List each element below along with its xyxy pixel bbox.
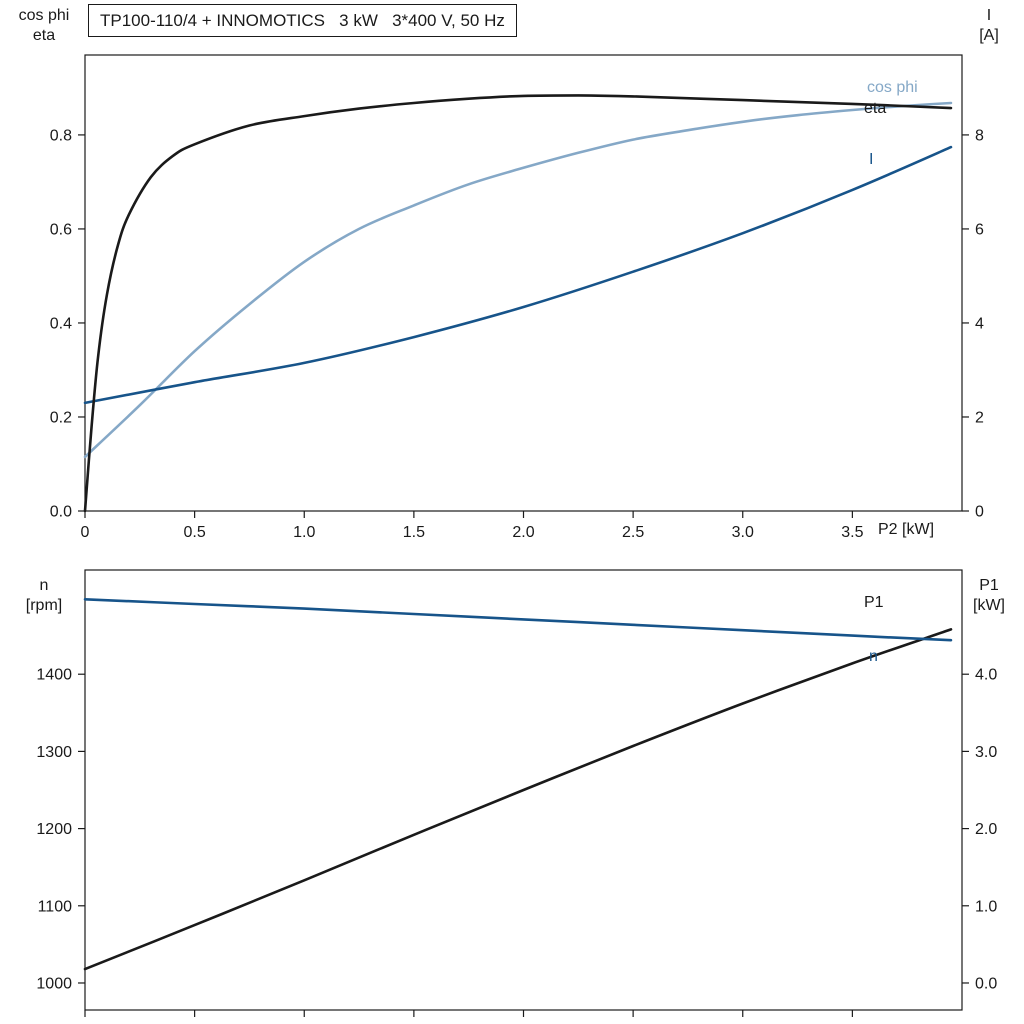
curve-eta — [83, 94, 953, 513]
curve-p1 — [83, 628, 953, 971]
axis-tick-label: 2.0 — [975, 821, 997, 838]
axis-tick-label: 0.2 — [50, 409, 72, 426]
curve-i — [83, 145, 953, 405]
axis-tick-label: 3.5 — [841, 524, 863, 541]
axis-tick-label: 0 — [975, 504, 984, 521]
series-label-current: I — [869, 151, 874, 168]
axis-tick-label: 6 — [975, 221, 984, 238]
axis-tick-label: 2.0 — [512, 524, 534, 541]
axis-tick-label: 0 — [81, 524, 90, 541]
axis-label-cosphi: cos phi — [18, 7, 70, 24]
chart-title-box: TP100-110/4 + INNOMOTICS 3 kW 3*400 V, 5… — [88, 4, 517, 37]
axis-tick-label: 8 — [975, 127, 984, 144]
axis-tick-label: 3.0 — [732, 524, 754, 541]
axis-tick-label: 0.6 — [50, 221, 72, 238]
curve-cos-phi — [83, 101, 953, 459]
axis-tick-label: 4.0 — [975, 667, 997, 684]
axis-tick-label: 3.0 — [975, 744, 997, 761]
series-label-cos-phi: cos phi — [867, 79, 918, 96]
axis-tick-label: 0.8 — [50, 127, 72, 144]
curve-n — [83, 598, 953, 642]
series-label-eta: eta — [864, 100, 887, 117]
series-label-n: n — [869, 648, 878, 665]
axis-tick-label: 1400 — [36, 667, 72, 684]
top-right-axis-unit: I [A] — [960, 6, 1018, 46]
axis-label-speed: n — [39, 577, 49, 594]
axis-tick-label: 1100 — [38, 898, 73, 915]
axis-tick-label: 1000 — [36, 975, 72, 992]
axis-label-p1: P1 — [979, 577, 999, 594]
axis-unit-rpm: [rpm] — [25, 597, 63, 614]
axis-unit-ampere: [A] — [979, 27, 999, 44]
axis-unit-kw: [kW] — [973, 597, 1005, 614]
axis-tick-label: 1300 — [36, 744, 72, 761]
axis-tick-label: 1.0 — [293, 524, 315, 541]
axis-tick-label: 0.5 — [184, 524, 206, 541]
axis-tick-label: 2 — [975, 409, 984, 426]
axis-tick-label: 0.4 — [50, 315, 72, 332]
bottom-right-axis-unit: P1 [kW] — [958, 576, 1020, 616]
axis-tick-label: 1.5 — [403, 524, 425, 541]
plot-border-top — [84, 54, 963, 512]
chart-title: TP100-110/4 + INNOMOTICS 3 kW 3*400 V, 5… — [100, 10, 505, 30]
top-left-axis-unit: cos phi eta — [6, 6, 82, 46]
bottom-left-axis-unit: n [rpm] — [6, 576, 82, 616]
axis-tick-label: 0.0 — [975, 975, 997, 992]
axis-tick-label: 1200 — [36, 821, 72, 838]
axis-tick-label: 4 — [975, 315, 984, 332]
series-label-p1: P1 — [864, 594, 884, 611]
axis-tick-label: 0.0 — [50, 504, 72, 521]
axis-tick-label: 1.0 — [975, 898, 997, 915]
axis-tick-label: 2.5 — [622, 524, 644, 541]
axis-label-eta: eta — [32, 27, 56, 44]
axis-label-current: I — [986, 7, 992, 24]
x-axis-label-p2: P2 [kW] — [878, 521, 935, 538]
